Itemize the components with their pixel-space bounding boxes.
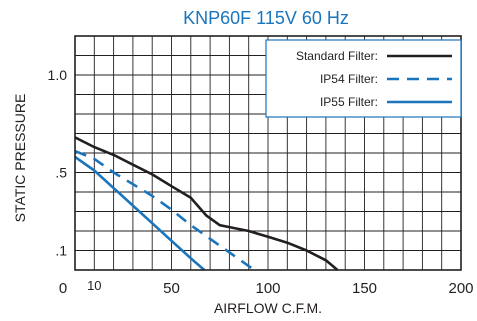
series-layer bbox=[74, 136, 339, 272]
y-tick-label: .5 bbox=[55, 165, 67, 181]
x-tick-label: 0 bbox=[59, 280, 67, 297]
x-axis-label: AIRFLOW C.F.M. bbox=[214, 300, 322, 316]
legend-label-3: IP55 Filter: bbox=[320, 95, 378, 109]
x-tick-label: 50 bbox=[163, 280, 180, 297]
y-tick-label: 1.0 bbox=[48, 67, 68, 83]
legend: Standard Filter: IP54 Filter: IP55 Filter: bbox=[265, 39, 462, 118]
x-tick-label: 100 bbox=[255, 280, 280, 297]
series-line-3 bbox=[74, 155, 206, 271]
legend-label-2: IP54 Filter: bbox=[320, 72, 378, 86]
y-axis-label: STATIC PRESSURE bbox=[12, 94, 28, 223]
legend-label-1: Standard Filter: bbox=[296, 49, 378, 63]
x-tick-label: 10 bbox=[87, 278, 101, 293]
y-tick-label: .1 bbox=[55, 243, 67, 259]
x-tick-label: 150 bbox=[352, 280, 377, 297]
x-tick-labels: 0 10 50 100 150 200 bbox=[59, 278, 474, 297]
chart-title: KNP60F 115V 60 Hz bbox=[183, 8, 349, 28]
plot-frame bbox=[74, 35, 462, 271]
series-line-2 bbox=[74, 149, 256, 272]
y-tick-labels: .1 .5 1.0 bbox=[48, 67, 68, 259]
x-tick-label: 200 bbox=[448, 280, 473, 297]
series-line-1 bbox=[74, 136, 339, 271]
